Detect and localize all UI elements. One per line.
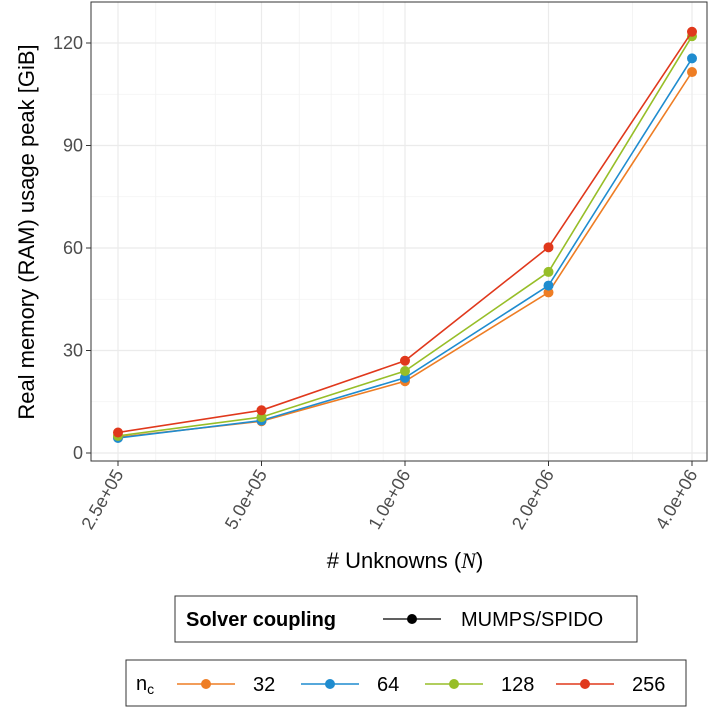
legend-nc-key-point xyxy=(325,679,335,689)
x-axis-title: # Unknowns (N) xyxy=(327,548,484,573)
x-axis-title-symbol: N xyxy=(460,548,477,573)
data-point-256 xyxy=(687,26,697,37)
legend-nc-items: 32 64 128 256 xyxy=(177,674,665,696)
data-point-64 xyxy=(687,53,697,64)
y-tick-label: 0 xyxy=(73,443,83,463)
legend-nc-title-sub: c xyxy=(147,681,154,697)
data-point-256 xyxy=(256,405,267,416)
data-point-256 xyxy=(543,242,554,253)
legend-solver-coupling-key-point xyxy=(407,614,417,624)
legend-solver-coupling-title: Solver coupling xyxy=(186,609,336,631)
data-point-256 xyxy=(113,427,123,438)
legend-nc: nc 32 64 128 256 xyxy=(125,659,687,707)
plot-panel-border xyxy=(90,1,708,462)
legend-solver-coupling: Solver coupling MUMPS/SPIDO xyxy=(174,595,638,643)
series-256 xyxy=(113,26,697,438)
data-point-32 xyxy=(687,67,697,78)
data-point-64 xyxy=(400,372,410,383)
data-point-32 xyxy=(543,287,554,298)
data-point-128 xyxy=(543,266,554,277)
legend-nc-title: nc xyxy=(136,673,154,697)
y-tick-label: 90 xyxy=(63,136,83,156)
legend-nc-title-main: n xyxy=(136,673,147,695)
y-tick-label: 60 xyxy=(63,238,83,258)
legend-nc-box xyxy=(125,659,687,707)
y-tick-label: 30 xyxy=(63,341,83,361)
legend-nc-label: 128 xyxy=(501,674,534,696)
y-tick-label: 120 xyxy=(53,33,83,53)
data-point-128 xyxy=(256,412,267,423)
data-point-128 xyxy=(400,366,410,376)
series-lines xyxy=(113,26,697,443)
data-point-256 xyxy=(400,355,410,366)
x-axis-title-text: # Unknowns xyxy=(327,548,448,573)
legend-nc-key-point xyxy=(580,679,590,689)
data-point-64 xyxy=(543,280,554,291)
legend-nc-label: 32 xyxy=(253,674,275,696)
legend-solver-coupling-entry: MUMPS/SPIDO xyxy=(461,609,603,631)
legend-nc-key-point xyxy=(201,679,211,689)
y-axis-title: Real memory (RAM) usage peak [GiB] xyxy=(14,44,39,419)
legend-nc-key-point xyxy=(449,679,459,689)
legend-nc-label: 256 xyxy=(632,674,665,696)
legend-nc-label: 64 xyxy=(377,674,399,696)
